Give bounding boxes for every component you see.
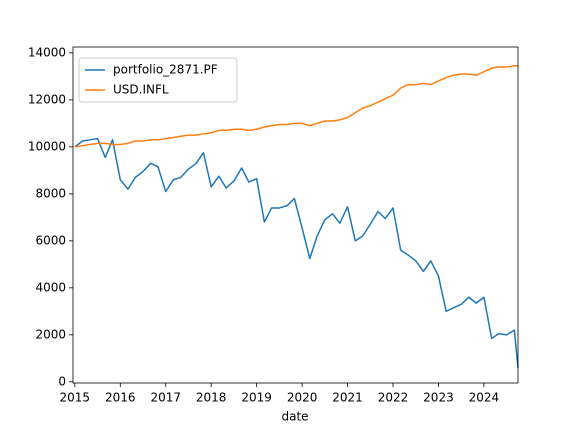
y-tick-label: 8000 [35,186,66,200]
legend-label: USD.INFL [113,83,169,97]
x-tick-label: 2019 [241,391,272,405]
x-tick-label: 2024 [469,391,500,405]
legend: portfolio_2871.PF USD.INFL [78,57,238,103]
y-tick-label: 10000 [28,139,66,153]
legend-box [78,57,238,103]
x-tick-label: 2022 [378,391,409,405]
y-tick-label: 0 [58,374,66,388]
x-tick-label: 2023 [423,391,454,405]
x-tick-label: 2020 [287,391,318,405]
x-tick-label: 2018 [196,391,227,405]
legend-label: portfolio_2871.PF [113,63,218,77]
x-tick-label: 2016 [105,391,136,405]
y-tick-label: 12000 [28,92,66,106]
plot-frame [72,46,519,384]
y-tick-label: 6000 [35,233,66,247]
x-axis-label: date [281,410,308,424]
y-tick-label: 14000 [28,45,66,59]
x-tick-label: 2015 [60,391,91,405]
y-tick-label: 2000 [35,327,66,341]
line-series [74,137,519,368]
x-tick-label: 2021 [332,391,363,405]
y-tick-label: 4000 [35,280,66,294]
line-series [74,65,518,148]
x-tick-label: 2017 [150,391,181,405]
